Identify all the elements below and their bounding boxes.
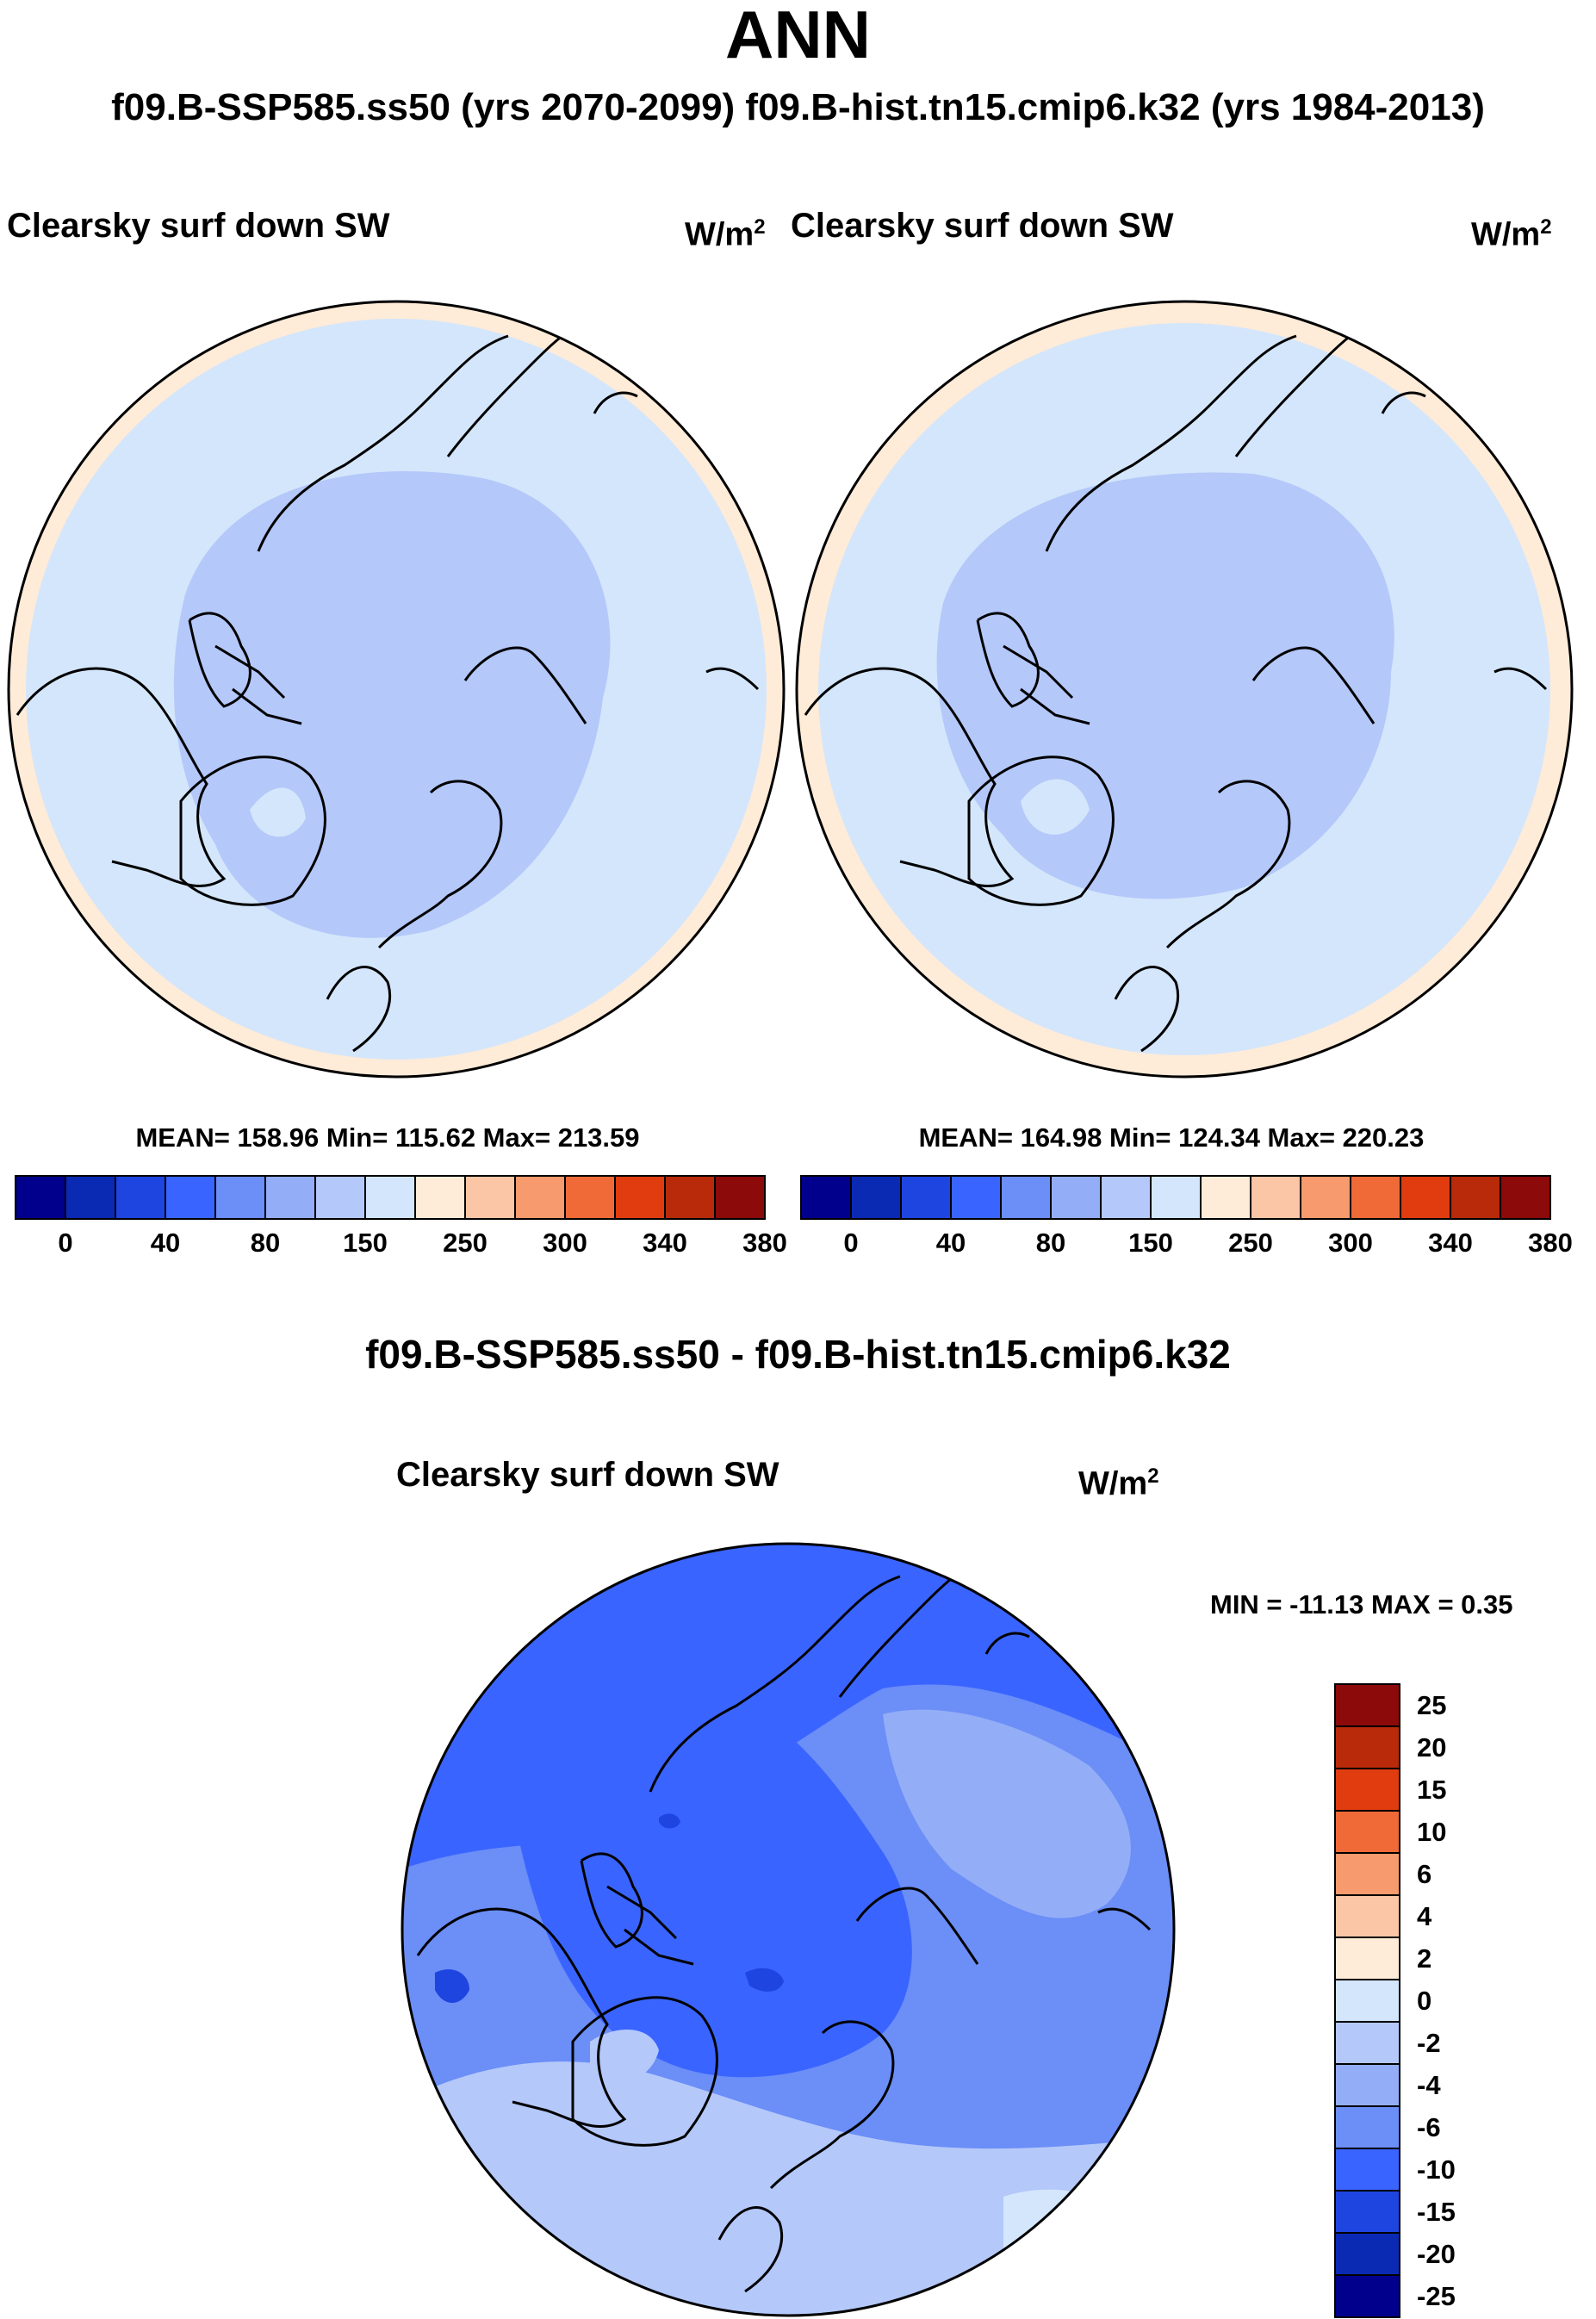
diff-colorbar-tick-label: -4 — [1417, 2069, 1441, 2100]
panel2-colorbar-box — [1450, 1175, 1501, 1220]
diff-coastlines — [416, 1557, 1152, 2293]
panel2-colorbar-labels: 0 40 80 150 250 300 340 380 — [801, 1228, 1572, 1262]
panel2-colorbar-box — [800, 1175, 852, 1220]
diff-colorbar-tick-label: 0 — [1417, 1985, 1432, 2016]
diff-colorbar-box — [1334, 2063, 1400, 2107]
panel1-colorbar-tick-label: 300 — [543, 1228, 587, 1258]
panel1-colorbar-box — [264, 1175, 316, 1220]
panel1-colorbar-box — [65, 1175, 116, 1220]
panel2-colorbar-tick-label: 40 — [935, 1228, 966, 1258]
panel1-colorbar — [15, 1175, 766, 1220]
panel2-colorbar-box — [900, 1175, 952, 1220]
diff-colorbar — [1334, 1683, 1400, 2318]
panel1-stats: MEAN= 158.96 Min= 115.62 Max= 213.59 — [135, 1122, 640, 1153]
panel2-colorbar-box — [1300, 1175, 1351, 1220]
diff-colorbar-box — [1334, 1683, 1400, 1727]
panel2-colorbar-box — [1000, 1175, 1052, 1220]
diff-colorbar-box — [1334, 1979, 1400, 2023]
diff-units: W/m2 — [1078, 1464, 1159, 1502]
diff-polar-map — [401, 1542, 1176, 2317]
panel1-colorbar-labels: 0 40 80 150 250 300 340 380 — [16, 1228, 786, 1262]
panel2-colorbar-tick-label: 80 — [1035, 1228, 1066, 1258]
diff-colorbar-labels: 25 20 15 10 6 4 2 0 -2 -4 -6 -10 -15 -20 -25 — [1417, 1684, 1520, 2317]
figure-title: ANN — [725, 0, 871, 72]
panel1-colorbar-tick-label: 380 — [742, 1228, 787, 1258]
panel1-colorbar-tick-label: 250 — [443, 1228, 487, 1258]
panel1-colorbar-box — [314, 1175, 366, 1220]
diff-stats: MIN = -11.13 MAX = 0.35 — [1210, 1589, 1513, 1620]
diff-colorbar-tick-label: 25 — [1417, 1689, 1447, 1720]
diff-colorbar-tick-label: -6 — [1417, 2111, 1441, 2142]
panel1-colorbar-box — [514, 1175, 566, 1220]
diff-colorbar-tick-label: 6 — [1417, 1858, 1432, 1889]
diff-colorbar-box — [1334, 1894, 1400, 1938]
diff-colorbar-box — [1334, 1852, 1400, 1896]
panel2-colorbar-box — [850, 1175, 902, 1220]
panel1-polar-map — [7, 300, 786, 1079]
diff-colorbar-tick-label: -25 — [1417, 2280, 1456, 2311]
panel1-colorbar-box — [214, 1175, 266, 1220]
panel2-colorbar-box — [1050, 1175, 1102, 1220]
diff-colorbar-box — [1334, 1768, 1400, 1812]
panel1-colorbar-tick-label: 0 — [58, 1228, 73, 1258]
panel2-colorbar — [800, 1175, 1551, 1220]
diff-colorbar-tick-label: 20 — [1417, 1731, 1447, 1763]
panel2-colorbar-tick-label: 0 — [843, 1228, 859, 1258]
diff-colorbar-box — [1334, 1725, 1400, 1769]
diff-colorbar-box — [1334, 2274, 1400, 2318]
panel2-colorbar-box — [1250, 1175, 1301, 1220]
panel2-colorbar-box — [1350, 1175, 1401, 1220]
panel1-units: W/m2 — [685, 215, 766, 253]
panel1-colorbar-box — [414, 1175, 466, 1220]
panel2-colorbar-box — [1200, 1175, 1251, 1220]
panel2-colorbar-box — [1100, 1175, 1152, 1220]
panel1-colorbar-box — [714, 1175, 766, 1220]
panel2-colorbar-tick-label: 150 — [1128, 1228, 1173, 1258]
diff-colorbar-tick-label: 2 — [1417, 1943, 1432, 1974]
diff-colorbar-box — [1334, 1810, 1400, 1854]
panel2-colorbar-box — [1500, 1175, 1551, 1220]
diff-colorbar-tick-label: -2 — [1417, 2027, 1441, 2058]
panel1-variable-label: Clearsky surf down SW — [7, 207, 390, 245]
diff-variable-label: Clearsky surf down SW — [396, 1456, 779, 1494]
diff-colorbar-tick-label: 15 — [1417, 1774, 1447, 1805]
diff-colorbar-tick-label: -10 — [1417, 2154, 1456, 2185]
panel1-colorbar-tick-label: 150 — [343, 1228, 388, 1258]
panel1-colorbar-box — [614, 1175, 666, 1220]
diff-title: f09.B-SSP585.ss50 - f09.B-hist.tn15.cmip… — [365, 1332, 1231, 1377]
panel1-colorbar-box — [165, 1175, 216, 1220]
diff-colorbar-tick-label: -20 — [1417, 2238, 1456, 2269]
panel2-coastlines — [804, 317, 1548, 1053]
diff-colorbar-box — [1334, 2021, 1400, 2065]
panel2-colorbar-tick-label: 380 — [1528, 1228, 1573, 1258]
panel1-colorbar-box — [15, 1175, 66, 1220]
panel1-colorbar-box — [664, 1175, 716, 1220]
diff-colorbar-box — [1334, 1937, 1400, 1980]
panel1-colorbar-tick-label: 340 — [643, 1228, 687, 1258]
panel2-colorbar-box — [950, 1175, 1002, 1220]
panel1-colorbar-box — [564, 1175, 616, 1220]
diff-colorbar-box — [1334, 2232, 1400, 2276]
panel2-colorbar-box — [1150, 1175, 1202, 1220]
panel1-colorbar-box — [364, 1175, 416, 1220]
panel2-polar-map — [795, 300, 1574, 1079]
panel1-colorbar-tick-label: 40 — [150, 1228, 181, 1258]
panel2-units: W/m2 — [1471, 215, 1552, 253]
diff-colorbar-tick-label: 4 — [1417, 1900, 1432, 1931]
diff-colorbar-box — [1334, 2190, 1400, 2234]
panel2-colorbar-tick-label: 250 — [1228, 1228, 1273, 1258]
panel1-colorbar-box — [115, 1175, 166, 1220]
figure-subtitle: f09.B-SSP585.ss50 (yrs 2070-2099) f09.B-… — [111, 86, 1485, 128]
diff-colorbar-tick-label: 10 — [1417, 1816, 1447, 1847]
panel2-colorbar-tick-label: 340 — [1428, 1228, 1473, 1258]
diff-colorbar-box — [1334, 2148, 1400, 2192]
panel1-colorbar-box — [464, 1175, 516, 1220]
panel1-colorbar-tick-label: 80 — [250, 1228, 281, 1258]
diff-colorbar-tick-label: -15 — [1417, 2196, 1456, 2227]
panel2-stats: MEAN= 164.98 Min= 124.34 Max= 220.23 — [918, 1122, 1425, 1153]
panel2-colorbar-box — [1400, 1175, 1451, 1220]
panel2-colorbar-tick-label: 300 — [1328, 1228, 1373, 1258]
diff-colorbar-box — [1334, 2105, 1400, 2149]
panel2-variable-label: Clearsky surf down SW — [791, 207, 1174, 245]
